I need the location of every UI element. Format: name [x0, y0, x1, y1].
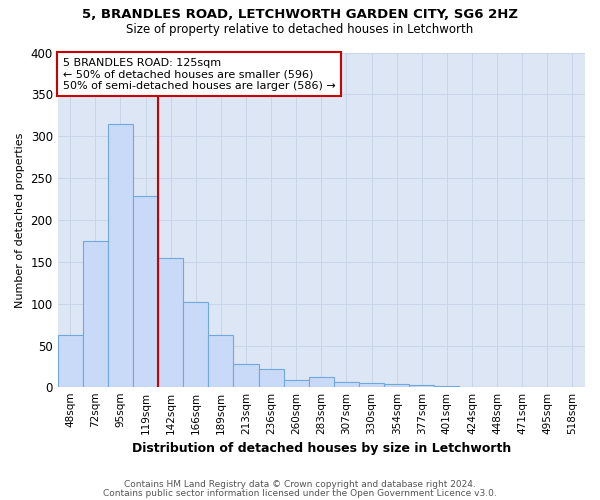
Bar	[485, 386, 509, 388]
Bar	[460, 386, 485, 388]
X-axis label: Distribution of detached houses by size in Letchworth: Distribution of detached houses by size …	[132, 442, 511, 455]
Bar	[108, 124, 133, 388]
Y-axis label: Number of detached properties: Number of detached properties	[15, 132, 25, 308]
Bar	[309, 378, 334, 388]
Bar	[158, 258, 183, 388]
Bar	[334, 382, 359, 388]
Bar	[384, 384, 409, 388]
Bar	[434, 386, 460, 388]
Text: Contains HM Land Registry data © Crown copyright and database right 2024.: Contains HM Land Registry data © Crown c…	[124, 480, 476, 489]
Bar	[409, 385, 434, 388]
Bar	[133, 196, 158, 388]
Bar	[535, 386, 560, 388]
Bar	[560, 386, 585, 388]
Bar	[83, 241, 108, 388]
Bar	[183, 302, 208, 388]
Text: 5 BRANDLES ROAD: 125sqm
← 50% of detached houses are smaller (596)
50% of semi-d: 5 BRANDLES ROAD: 125sqm ← 50% of detache…	[63, 58, 335, 90]
Bar	[259, 369, 284, 388]
Text: Size of property relative to detached houses in Letchworth: Size of property relative to detached ho…	[127, 22, 473, 36]
Bar	[233, 364, 259, 388]
Text: 5, BRANDLES ROAD, LETCHWORTH GARDEN CITY, SG6 2HZ: 5, BRANDLES ROAD, LETCHWORTH GARDEN CITY…	[82, 8, 518, 20]
Bar	[58, 336, 83, 388]
Bar	[208, 336, 233, 388]
Bar	[359, 383, 384, 388]
Bar	[284, 380, 309, 388]
Text: Contains public sector information licensed under the Open Government Licence v3: Contains public sector information licen…	[103, 488, 497, 498]
